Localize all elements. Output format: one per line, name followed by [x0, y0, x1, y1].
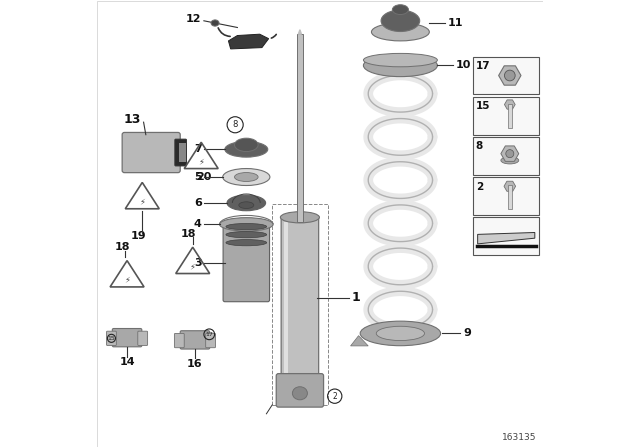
Text: 12: 12 — [186, 13, 202, 24]
FancyBboxPatch shape — [138, 331, 148, 345]
Ellipse shape — [376, 326, 424, 340]
Ellipse shape — [364, 53, 437, 67]
Text: 2: 2 — [332, 392, 337, 401]
Text: 20: 20 — [196, 172, 211, 181]
Text: 1: 1 — [351, 291, 360, 304]
Text: 15: 15 — [476, 101, 490, 111]
Ellipse shape — [381, 10, 420, 31]
FancyBboxPatch shape — [180, 331, 210, 349]
Bar — [473, 56, 540, 95]
Ellipse shape — [360, 321, 440, 346]
Text: 15: 15 — [108, 336, 115, 341]
Ellipse shape — [239, 202, 254, 208]
Bar — [179, 143, 180, 162]
Ellipse shape — [225, 142, 268, 157]
FancyBboxPatch shape — [276, 374, 324, 407]
Text: 18: 18 — [180, 229, 196, 239]
Bar — [473, 217, 540, 255]
Text: 17: 17 — [476, 61, 490, 71]
Text: 8: 8 — [232, 120, 238, 129]
Text: 16: 16 — [187, 359, 203, 369]
Text: ⚡: ⚡ — [190, 262, 196, 271]
Bar — [473, 137, 540, 175]
Ellipse shape — [364, 54, 437, 77]
Ellipse shape — [223, 168, 270, 185]
Text: 9: 9 — [463, 328, 472, 338]
FancyBboxPatch shape — [113, 328, 142, 347]
Bar — [508, 185, 511, 210]
Ellipse shape — [234, 138, 258, 151]
Text: 8: 8 — [476, 142, 483, 151]
Ellipse shape — [292, 387, 307, 400]
Text: 163135: 163135 — [502, 433, 536, 442]
Polygon shape — [298, 30, 301, 34]
Text: 2: 2 — [476, 181, 483, 192]
Text: 10: 10 — [456, 60, 472, 70]
Text: 11: 11 — [448, 18, 463, 28]
Ellipse shape — [226, 240, 267, 246]
Polygon shape — [351, 336, 368, 346]
Bar — [181, 143, 182, 162]
Text: 14: 14 — [119, 358, 135, 367]
Ellipse shape — [226, 232, 267, 238]
FancyBboxPatch shape — [281, 215, 319, 380]
Text: 18: 18 — [115, 242, 131, 252]
Text: 7: 7 — [194, 144, 202, 154]
Bar — [473, 97, 540, 135]
Text: 4: 4 — [194, 220, 202, 229]
Bar — [473, 177, 540, 215]
Ellipse shape — [392, 5, 408, 14]
Bar — [182, 143, 183, 162]
FancyBboxPatch shape — [223, 223, 269, 302]
FancyBboxPatch shape — [122, 133, 180, 172]
Bar — [183, 143, 184, 162]
FancyBboxPatch shape — [205, 333, 216, 348]
Text: 19: 19 — [131, 231, 147, 241]
Circle shape — [504, 70, 515, 81]
Text: 17: 17 — [205, 332, 213, 337]
Ellipse shape — [501, 157, 519, 164]
Bar — [297, 34, 303, 222]
Text: 3: 3 — [194, 258, 202, 268]
Ellipse shape — [371, 23, 429, 41]
Ellipse shape — [226, 224, 267, 230]
Bar — [284, 222, 288, 374]
Bar — [508, 103, 511, 128]
Text: ⚡: ⚡ — [124, 276, 130, 284]
Bar — [184, 143, 185, 162]
Text: 6: 6 — [194, 198, 202, 208]
FancyBboxPatch shape — [175, 333, 184, 348]
FancyBboxPatch shape — [175, 139, 186, 166]
Ellipse shape — [220, 218, 273, 231]
Ellipse shape — [280, 212, 319, 223]
FancyBboxPatch shape — [106, 331, 116, 345]
Circle shape — [506, 150, 514, 158]
Text: 5: 5 — [194, 172, 202, 182]
Ellipse shape — [211, 20, 219, 26]
Polygon shape — [477, 233, 535, 244]
Text: ⚡: ⚡ — [140, 197, 145, 206]
Text: 13: 13 — [124, 113, 141, 126]
Ellipse shape — [234, 172, 258, 181]
Text: ⚡: ⚡ — [198, 157, 204, 166]
Ellipse shape — [227, 195, 266, 211]
Polygon shape — [228, 34, 269, 49]
